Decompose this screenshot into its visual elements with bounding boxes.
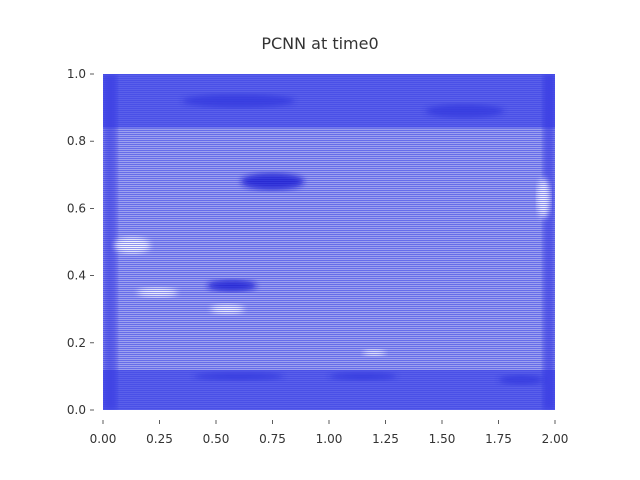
x-axis-ticks: 0.00 0.25 0.50 0.75 1.00 1.25 1.50 1.75 2.00 <box>90 420 569 446</box>
y-tick-label: 0.8 <box>67 134 86 148</box>
x-tick-label: 0.00 <box>90 432 117 446</box>
chart-title: PCNN at time0 <box>261 34 378 53</box>
y-axis-ticks: 0.0 0.2 0.4 0.6 0.8 1.0 <box>67 67 94 417</box>
x-tick-label: 0.50 <box>203 432 230 446</box>
x-tick-label: 0.25 <box>146 432 173 446</box>
x-tick-label: 0.75 <box>259 432 286 446</box>
y-tick-label: 1.0 <box>67 67 86 81</box>
x-tick-label: 2.00 <box>542 432 569 446</box>
y-tick-label: 0.4 <box>67 269 86 283</box>
y-tick-label: 0.0 <box>67 403 86 417</box>
x-tick-label: 1.75 <box>485 432 512 446</box>
x-tick-label: 1.00 <box>316 432 343 446</box>
y-tick-label: 0.2 <box>67 336 86 350</box>
scanline-overlay <box>103 74 555 410</box>
x-tick-label: 1.25 <box>372 432 399 446</box>
plot-area <box>103 74 555 410</box>
y-tick-label: 0.6 <box>67 201 86 215</box>
x-tick-label: 1.50 <box>429 432 456 446</box>
